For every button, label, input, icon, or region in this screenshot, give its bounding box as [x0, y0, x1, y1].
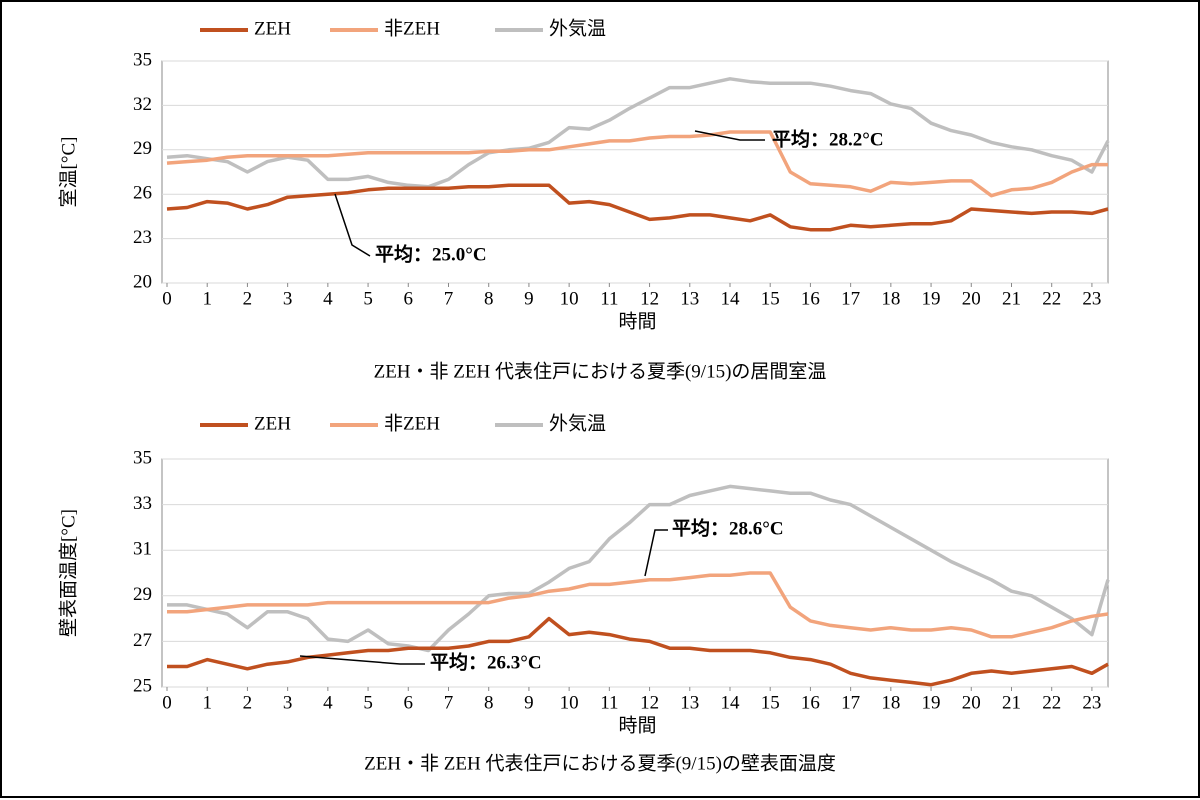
y-tick-label: 31 — [133, 539, 152, 560]
x-tick-label: 2 — [243, 692, 253, 713]
x-tick-label: 6 — [404, 288, 414, 309]
x-tick-label: 12 — [640, 692, 659, 713]
x-tick-label: 14 — [720, 288, 740, 309]
x-tick-label: 19 — [922, 288, 941, 309]
y-tick-label: 23 — [133, 227, 152, 248]
x-axis-title: 時間 — [618, 714, 656, 736]
y-tick-label: 35 — [133, 49, 152, 70]
x-tick-label: 9 — [524, 288, 534, 309]
legend-label: ZEH — [254, 413, 291, 434]
series-line — [166, 130, 1108, 198]
x-tick-label: 16 — [801, 288, 820, 309]
series-line — [167, 571, 1109, 639]
x-tick-label: 13 — [680, 288, 699, 309]
x-tick-label: 3 — [283, 692, 293, 713]
annotation: 平均：28.6°C — [672, 516, 784, 539]
x-tick-label: 9 — [524, 692, 534, 713]
caption: ZEH・非 ZEH 代表住戸における夏季(9/15)の居間室温 — [374, 360, 827, 382]
series-line — [166, 77, 1110, 189]
x-tick-label: 8 — [484, 692, 494, 713]
y-axis-title: 室温[°C] — [57, 137, 79, 208]
x-tick-label: 21 — [1002, 288, 1021, 309]
annotation-leader — [299, 655, 425, 665]
x-axis-title: 時間 — [618, 310, 656, 332]
x-tick-label: 5 — [363, 692, 373, 713]
x-tick-label: 17 — [841, 692, 860, 713]
x-tick-label: 22 — [1042, 288, 1061, 309]
x-tick-label: 15 — [761, 692, 780, 713]
x-tick-label: 2 — [243, 288, 253, 309]
x-tick-label: 4 — [323, 288, 333, 309]
x-tick-label: 20 — [962, 288, 981, 309]
x-tick-label: 22 — [1042, 692, 1061, 713]
x-tick-label: 14 — [720, 692, 740, 713]
series-line — [167, 484, 1110, 653]
x-tick-label: 6 — [404, 692, 414, 713]
x-tick-label: 0 — [162, 288, 172, 309]
x-tick-label: 18 — [881, 692, 900, 713]
legend-label: 外気温 — [549, 17, 606, 39]
x-tick-label: 1 — [202, 288, 212, 309]
y-tick-label: 25 — [133, 675, 152, 696]
x-tick-label: 15 — [761, 288, 780, 309]
x-tick-label: 16 — [801, 692, 820, 713]
y-tick-label: 27 — [133, 630, 152, 651]
x-tick-label: 23 — [1082, 692, 1101, 713]
caption: ZEH・非 ZEH 代表住戸における夏季(9/15)の壁表面温度 — [364, 752, 836, 774]
y-tick-label: 35 — [133, 447, 152, 468]
series-line — [166, 183, 1109, 232]
x-tick-label: 0 — [162, 692, 172, 713]
x-tick-label: 4 — [323, 692, 333, 713]
x-tick-label: 11 — [600, 288, 618, 309]
legend-label: ZEH — [254, 18, 291, 39]
x-tick-label: 10 — [560, 692, 579, 713]
x-tick-label: 1 — [202, 692, 212, 713]
x-tick-label: 7 — [444, 288, 454, 309]
annotation-leader — [694, 130, 765, 141]
x-tick-label: 7 — [444, 692, 454, 713]
annotation: 平均：26.3°C — [430, 650, 542, 673]
x-tick-label: 19 — [922, 692, 941, 713]
y-tick-label: 20 — [133, 271, 152, 292]
x-tick-label: 13 — [680, 692, 699, 713]
y-tick-label: 29 — [133, 138, 152, 159]
annotation-leader — [334, 193, 371, 257]
y-axis-title: 壁表面温度[°C] — [57, 509, 79, 637]
x-tick-label: 20 — [962, 692, 981, 713]
x-tick-label: 8 — [484, 288, 494, 309]
annotation: 平均：28.2°C — [772, 127, 884, 150]
legend-label: 非ZEH — [384, 412, 440, 434]
x-tick-label: 23 — [1082, 288, 1101, 309]
x-tick-label: 5 — [363, 288, 373, 309]
legend-label: 非ZEH — [384, 17, 440, 39]
y-tick-label: 32 — [133, 94, 152, 115]
series-line — [167, 616, 1109, 687]
x-tick-label: 18 — [881, 288, 900, 309]
x-tick-label: 21 — [1002, 692, 1021, 713]
annotation: 平均：25.0°C — [375, 242, 487, 265]
x-tick-label: 10 — [560, 288, 579, 309]
y-tick-label: 33 — [133, 493, 152, 514]
x-tick-label: 3 — [283, 288, 293, 309]
x-tick-label: 11 — [600, 692, 618, 713]
y-tick-label: 26 — [133, 183, 152, 204]
legend-label: 外気温 — [549, 412, 606, 434]
annotation-leader — [644, 529, 668, 577]
y-tick-label: 29 — [133, 584, 152, 605]
x-tick-label: 12 — [640, 288, 659, 309]
x-tick-label: 17 — [841, 288, 860, 309]
